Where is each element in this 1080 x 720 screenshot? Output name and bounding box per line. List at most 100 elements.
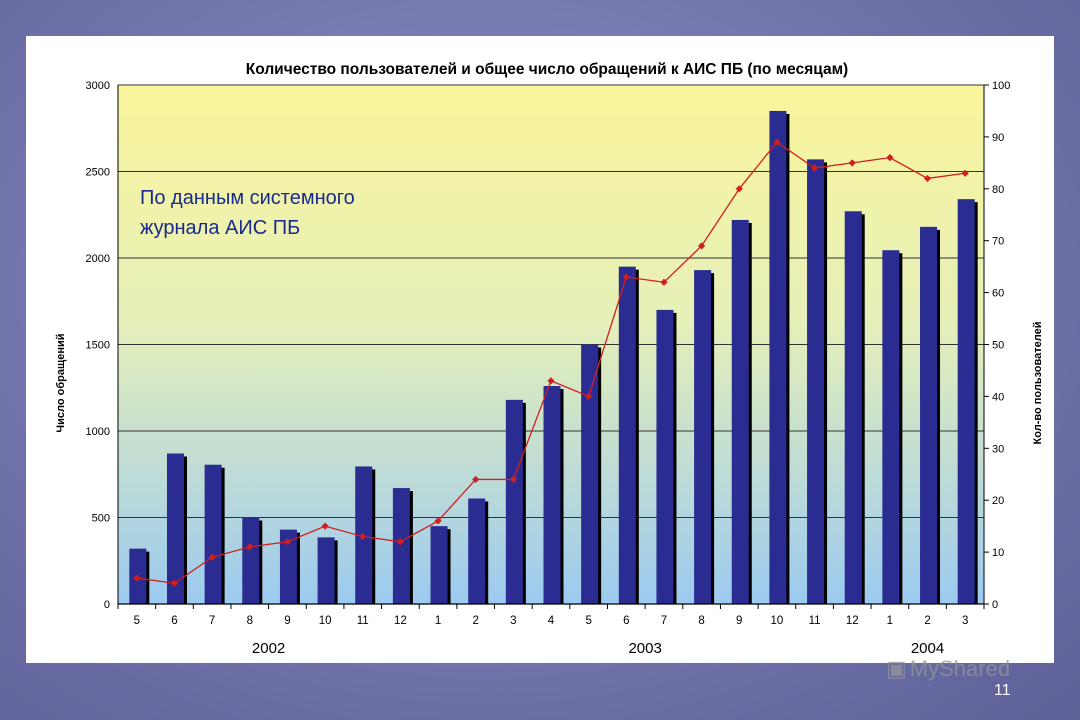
line-point <box>359 532 367 541</box>
bar <box>769 110 787 604</box>
bar <box>505 399 523 604</box>
x-tick-label: 11 <box>357 615 369 627</box>
right-tick-label: 40 <box>992 391 1004 403</box>
bar <box>957 199 975 604</box>
watermark: ▣ MyShared <box>886 656 1010 682</box>
bar <box>807 159 825 604</box>
x-tick-label: 1 <box>435 615 441 627</box>
year-labels: 2002 2003 2004 <box>252 640 944 657</box>
presentation-board-icon: ▣ <box>886 656 907 681</box>
right-tick-label: 60 <box>992 288 1004 300</box>
right-tick-label: 80 <box>992 184 1004 196</box>
bar <box>543 386 561 604</box>
bar <box>392 488 410 604</box>
line-point <box>961 169 969 177</box>
left-tick-label: 2000 <box>86 253 110 265</box>
bar <box>581 344 599 604</box>
bar <box>242 517 260 604</box>
left-tick-label: 0 <box>104 599 110 611</box>
x-tick-label: 9 <box>736 615 742 627</box>
right-tick-label: 20 <box>992 495 1004 507</box>
right-axis-title: Кол-во пользователей <box>1032 322 1044 445</box>
line-point <box>321 522 329 530</box>
line-point <box>170 579 179 587</box>
line-point <box>735 185 743 193</box>
x-tick-label: 3 <box>962 615 968 627</box>
line-point <box>246 543 254 551</box>
x-tick-label: 4 <box>548 615 555 627</box>
line-point <box>848 159 856 167</box>
chart-panel: Количество пользователей и общее число о… <box>26 36 1054 663</box>
right-tick-label: 50 <box>992 340 1004 352</box>
right-tick-label: 70 <box>992 236 1004 248</box>
x-tick-label: 9 <box>284 615 290 627</box>
bar <box>920 226 938 605</box>
x-tick-label: 8 <box>247 615 253 627</box>
x-tick-label: 2 <box>472 615 478 627</box>
bar <box>844 211 862 605</box>
line-point <box>472 475 480 484</box>
year-label: 2003 <box>628 640 661 657</box>
x-tick-label: 7 <box>661 615 667 627</box>
bar <box>731 219 749 604</box>
chart-title: Количество пользователей и общее число о… <box>246 61 848 78</box>
line-point <box>509 475 517 484</box>
line-point <box>886 154 894 162</box>
annotation-line-2: журнала АИС ПБ <box>140 217 300 239</box>
left-tick-label: 500 <box>92 513 110 525</box>
x-tick-label: 5 <box>585 615 591 627</box>
line-point <box>923 174 932 183</box>
line-point <box>434 517 442 525</box>
right-tick-label: 100 <box>992 80 1010 92</box>
bar <box>317 537 335 604</box>
right-tick-label: 10 <box>992 547 1004 559</box>
left-tick-label: 2500 <box>86 167 110 179</box>
bar <box>468 498 486 604</box>
bar <box>656 309 674 604</box>
x-tick-label: 6 <box>623 615 629 627</box>
year-label: 2002 <box>252 640 285 657</box>
line-series <box>133 138 969 587</box>
bar <box>204 464 222 604</box>
line-point <box>585 392 593 400</box>
right-axis-ticks: 0 10 20 30 40 50 60 70 80 90 100 <box>983 80 1010 611</box>
x-tick-label: 8 <box>698 615 704 627</box>
left-axis-title: Число обращений <box>55 333 67 432</box>
line-point <box>698 242 706 250</box>
line-point <box>133 574 141 582</box>
bar <box>694 270 712 604</box>
left-tick-label: 1000 <box>86 426 110 438</box>
left-tick-label: 1500 <box>86 340 110 352</box>
x-tick-label: 10 <box>319 615 332 627</box>
x-tick-label: 5 <box>134 615 140 627</box>
watermark-text: MyShared <box>909 656 1011 681</box>
x-tick-label: 11 <box>809 615 821 627</box>
x-tick-label: 7 <box>209 615 215 627</box>
x-tick-label: 12 <box>846 615 859 627</box>
gridlines <box>118 84 984 518</box>
x-axis-ticks: 5 6 7 8 9 10 11 12 1 2 3 4 5 6 7 8 9 10 11 12 1 2 3 <box>117 603 985 627</box>
line-point <box>396 538 404 546</box>
right-tick-label: 90 <box>992 132 1004 144</box>
bar <box>882 250 900 604</box>
bar <box>618 266 636 604</box>
x-tick-label: 2 <box>924 615 930 627</box>
x-tick-label: 1 <box>887 615 893 627</box>
line-point <box>773 138 781 146</box>
left-tick-label: 3000 <box>86 80 110 92</box>
line-point <box>810 164 819 172</box>
line-point <box>208 553 216 561</box>
line-point <box>283 538 292 546</box>
right-tick-label: 30 <box>992 443 1004 455</box>
x-tick-label: 12 <box>394 615 407 627</box>
left-axis-ticks: 0 500 1000 1500 2000 2500 3000 <box>86 80 119 611</box>
annotation-line-1: По данным системного <box>140 187 355 209</box>
chart: Количество пользователей и общее число о… <box>55 61 1044 657</box>
year-label: 2004 <box>911 640 944 657</box>
line-point <box>547 377 555 385</box>
bar <box>166 453 184 604</box>
right-tick-label: 0 <box>992 599 998 611</box>
x-tick-label: 10 <box>771 615 784 627</box>
x-tick-label: 3 <box>510 615 516 627</box>
x-tick-label: 6 <box>171 615 177 627</box>
